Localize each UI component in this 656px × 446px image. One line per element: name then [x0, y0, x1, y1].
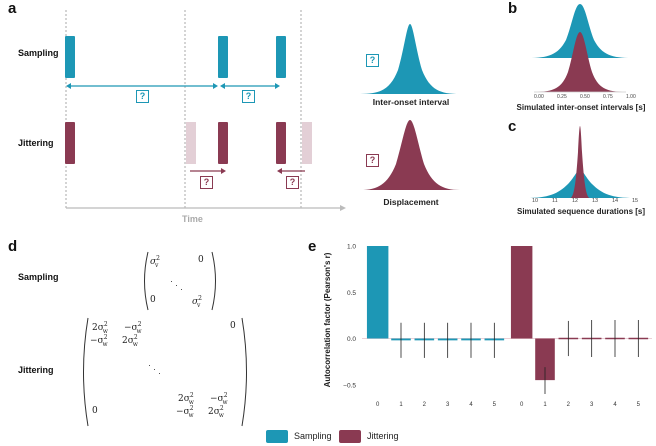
jitter-zero-bottom: 0 [92, 406, 98, 416]
jittering-matrix: 2σ2w −σ2w 0 −σ2w 2σ2w 2σ2w −σ2w 0 −σ2w 2… [78, 316, 252, 428]
row-label-jittering: Jittering [18, 138, 54, 148]
legend-swatch-jittering [339, 430, 361, 443]
bar-jittering-lag-1 [535, 338, 555, 381]
panel-c-tick: 12 [572, 198, 579, 204]
x-tick-label: 0 [520, 402, 524, 408]
svg-text:·: · [158, 368, 161, 378]
sampling-matrix-zero-top: 0 [198, 255, 204, 265]
y-tick-label: 1.0 [347, 244, 356, 251]
x-tick-label: 4 [469, 402, 473, 408]
ioi-distribution [360, 24, 460, 94]
panel-c-tick: 14 [612, 198, 619, 204]
row-label-sampling: Sampling [18, 48, 59, 58]
sampling-matrix-entry-11: σ2v [150, 255, 160, 269]
question-box-jitter-1: ? [200, 176, 213, 189]
panel-b-tick: 1.00 [626, 94, 636, 100]
sampling-matrix-zero-bottom: 0 [150, 295, 156, 305]
jitter-zero-top: 0 [230, 321, 236, 331]
question-box-sampling-1: ? [136, 90, 149, 103]
panel-b-tick: 0.50 [580, 94, 590, 100]
panel-label-a: a [8, 0, 17, 17]
panel-c-tick: 13 [592, 198, 599, 204]
jitter-entry-nn: 2σ2w [208, 405, 224, 419]
y-tick-label: 0.0 [347, 336, 356, 343]
time-label: Time [182, 214, 203, 224]
x-tick-label: 3 [590, 402, 594, 408]
caption-displacement: Displacement [383, 197, 439, 207]
matrix-row-label-sampling: Sampling [18, 272, 59, 282]
x-tick-label: 0 [376, 402, 380, 408]
autocorrelation-chart: Autocorrelation factor (Pearson's r) 1.0 0… [323, 244, 652, 416]
legend-label-sampling: Sampling [294, 431, 332, 441]
sampling-bar-1 [65, 36, 75, 78]
x-tick-label: 3 [446, 402, 450, 408]
panel-c-tick: 10 [532, 198, 539, 204]
jittering-matrix-brackets: · · · [83, 317, 247, 427]
panel-c-tick: 15 [632, 198, 639, 204]
svg-text:·: · [175, 280, 178, 290]
question-box-ioi: ? [366, 54, 379, 67]
panel-b-tick: 0.25 [557, 94, 567, 100]
matrix-row-label-jittering: Jittering [18, 365, 54, 375]
legend-label-jittering: Jittering [367, 431, 399, 441]
x-tick-label: 4 [613, 402, 617, 408]
timeline-diagram [65, 10, 346, 211]
jittering-bar-2 [218, 122, 228, 164]
question-box-jitter-2: ? [286, 176, 299, 189]
jitter-ghost-2 [302, 122, 312, 164]
x-tick-label: 1 [543, 402, 547, 408]
displacement-distribution [360, 120, 460, 190]
svg-text:·: · [153, 364, 156, 374]
panel-b-caption: Simulated inter-onset intervals [s] [516, 103, 646, 112]
y-tick-label: −0.5 [343, 382, 356, 389]
jitter-entry-nn1: −σ2w [176, 405, 194, 419]
x-tick-label: 2 [567, 402, 571, 408]
jitter-entry-n1n: −σ2w [210, 392, 228, 406]
sampling-matrix: σ2v 0 0 σ2v [140, 250, 220, 312]
sampling-matrix-brackets: · · · [144, 251, 216, 311]
y-tick-label: 0.5 [347, 290, 356, 297]
panel-c-caption: Simulated sequence durations [s] [516, 207, 646, 216]
legend-swatch-sampling [266, 430, 288, 443]
jitter-ghost-1 [186, 122, 196, 164]
x-axis-title: Lag [480, 415, 494, 416]
sampling-bar-3 [276, 36, 286, 78]
panel-label-c: c [508, 118, 517, 135]
jitter-entry-21: −σ2w [90, 334, 108, 348]
panel-label-b: b [508, 0, 518, 17]
panel-c-jittering-density [570, 126, 590, 198]
jitter-entry-11: 2σ2w [92, 321, 108, 335]
svg-text:·: · [180, 284, 183, 294]
panel-b-plot [528, 4, 632, 93]
sampling-bar-2 [218, 36, 228, 78]
jittering-bar-3 [276, 122, 286, 164]
question-box-sampling-2: ? [242, 90, 255, 103]
x-tick-label: 1 [399, 402, 403, 408]
panel-c-plot [526, 126, 634, 198]
svg-text:·: · [170, 276, 173, 286]
jittering-bar-1 [65, 122, 75, 164]
panel-b-sampling-density [528, 4, 632, 58]
bar-jittering-lag-0 [510, 246, 533, 339]
panel-b-tick: 0.00 [534, 94, 544, 100]
jitter-entry-12: −σ2w [124, 321, 142, 335]
x-tick-label: 5 [493, 402, 497, 408]
panel-b-tick: 0.75 [603, 94, 613, 100]
panel-label-e: e [308, 238, 317, 255]
panel-b-jittering-density [534, 32, 626, 92]
panel-c-tick: 11 [552, 198, 558, 204]
svg-text:·: · [148, 360, 151, 370]
jitter-entry-22: 2σ2w [122, 334, 138, 348]
sampling-matrix-entry-nn: σ2v [192, 295, 202, 309]
x-tick-label: 2 [423, 402, 427, 408]
jitter-entry-n1n1: 2σ2w [178, 392, 194, 406]
bar-sampling-lag-0 [366, 246, 389, 339]
caption-ioi: Inter-onset interval [372, 97, 450, 107]
x-tick-label: 5 [637, 402, 641, 408]
panel-label-d: d [8, 238, 18, 255]
y-axis-title: Autocorrelation factor (Pearson's r) [323, 252, 332, 387]
question-box-displacement: ? [366, 154, 379, 167]
